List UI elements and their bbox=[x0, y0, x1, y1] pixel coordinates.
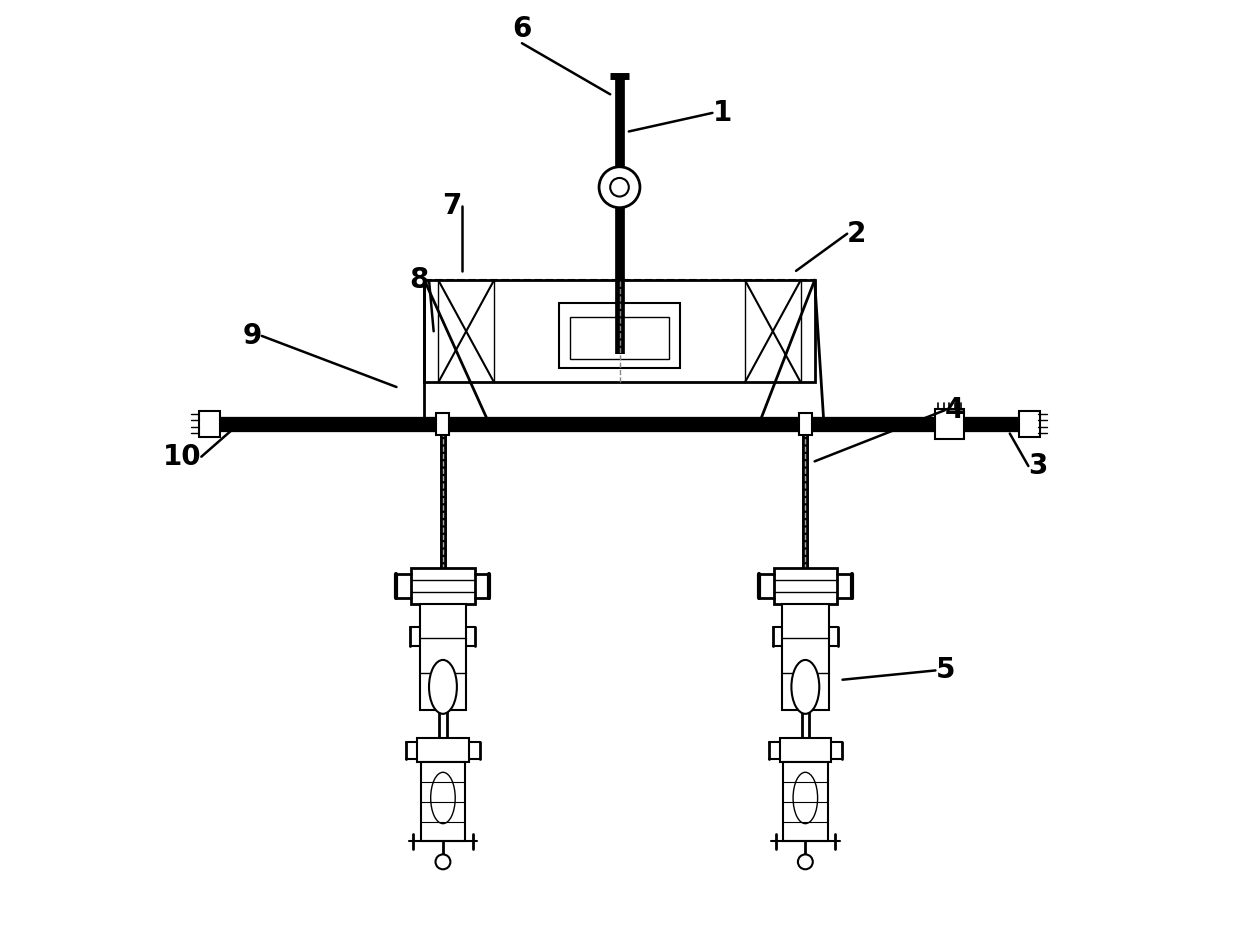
Text: 4: 4 bbox=[944, 396, 964, 424]
Text: 9: 9 bbox=[243, 322, 261, 350]
Text: 3: 3 bbox=[1028, 452, 1048, 480]
Bar bbox=[570, 317, 669, 359]
Ellipse shape bbox=[793, 773, 818, 824]
Bar bbox=[799, 413, 812, 435]
Bar bbox=[773, 569, 836, 604]
Circle shape bbox=[611, 178, 628, 197]
Text: 2: 2 bbox=[847, 220, 866, 248]
Bar bbox=[199, 411, 221, 437]
Bar bbox=[934, 409, 964, 439]
Bar bbox=[783, 762, 828, 842]
Circle shape bbox=[600, 167, 639, 208]
Bar bbox=[420, 604, 466, 710]
Text: 8: 8 bbox=[410, 267, 429, 295]
Ellipse shape bbox=[429, 660, 457, 714]
Text: 7: 7 bbox=[442, 192, 462, 220]
Bar bbox=[418, 738, 468, 762]
Bar bbox=[411, 569, 475, 604]
Text: 1: 1 bbox=[712, 99, 732, 127]
Text: 5: 5 bbox=[935, 656, 955, 684]
Bar bbox=[421, 762, 466, 842]
Bar bbox=[782, 604, 829, 710]
Bar bbox=[559, 304, 680, 368]
Bar bbox=[436, 413, 450, 435]
Text: 6: 6 bbox=[512, 15, 532, 43]
Bar bbox=[425, 281, 814, 382]
Ellipse shape bbox=[792, 660, 819, 714]
Ellipse shape bbox=[431, 773, 455, 824]
Text: 10: 10 bbox=[162, 443, 202, 471]
Bar bbox=[779, 738, 831, 762]
Bar bbox=[1018, 411, 1040, 437]
Circle shape bbox=[798, 855, 813, 870]
Circle shape bbox=[436, 855, 451, 870]
